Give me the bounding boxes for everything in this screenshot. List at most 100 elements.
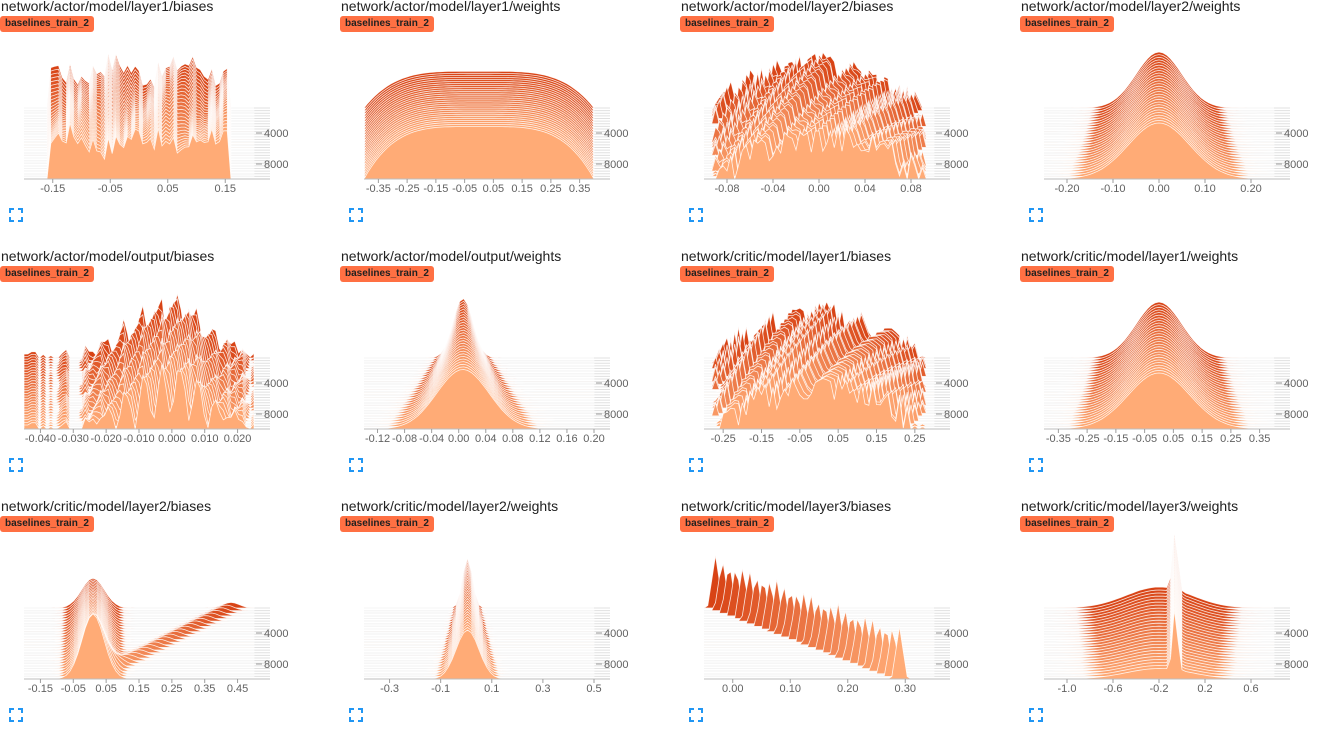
histogram-slices	[23, 293, 255, 431]
histogram-slice	[1043, 372, 1275, 430]
x-tick-label: 0.20	[837, 683, 858, 695]
histogram-slices	[1043, 534, 1275, 680]
run-badge: baselines_train_2	[0, 266, 94, 282]
x-tick-label: -0.08	[392, 433, 417, 445]
step-tick-label: 4000	[944, 378, 968, 390]
step-tick-label: 4000	[264, 128, 288, 140]
x-tick-label: -0.25	[1075, 433, 1100, 445]
histogram-slices	[1043, 301, 1275, 430]
histogram-slice	[704, 377, 934, 430]
histogram-card: network/critic/model/layer2/biases baseli…	[0, 498, 320, 740]
histogram-slice	[1043, 571, 1275, 646]
histogram-slices	[703, 300, 935, 430]
x-tick-label: 0.30	[895, 683, 916, 695]
histogram-card: network/actor/model/output/weights baseli…	[340, 248, 660, 490]
step-tick-label: 8000	[1284, 659, 1308, 671]
x-tick-label: 0.00	[448, 433, 469, 445]
step-tick-label: 8000	[264, 159, 288, 171]
fullscreen-icon	[1029, 208, 1043, 222]
x-tick-label: 0.20	[1240, 183, 1261, 195]
x-tick-label: -0.04	[419, 433, 444, 445]
x-tick-label: -1.0	[1058, 683, 1077, 695]
x-tick-label: 0.25	[1220, 433, 1241, 445]
expand-button[interactable]	[8, 707, 24, 723]
x-tick-label: -0.05	[1132, 433, 1157, 445]
histogram-slice	[363, 568, 595, 619]
step-tick-label: 8000	[944, 659, 968, 671]
histogram-slices	[23, 52, 255, 180]
expand-button[interactable]	[1028, 207, 1044, 223]
x-tick-label: -0.15	[423, 183, 448, 195]
histogram-slice	[363, 613, 595, 664]
histogram-slice	[363, 563, 595, 614]
histogram-slice	[1043, 566, 1275, 640]
chart-title: network/critic/model/layer1/biases	[681, 248, 892, 264]
x-tick-label: 0.05	[827, 433, 848, 445]
x-tick-label: -0.25	[711, 433, 736, 445]
histogram-slice	[1043, 594, 1275, 667]
step-tick-label: 4000	[1284, 378, 1308, 390]
histogram-chart: 4000 8000 -0.35 -0.25 -0.15 -0.05 0.05 0.15 0.25…	[363, 70, 628, 195]
x-tick-label: -0.15	[749, 433, 774, 445]
expand-button[interactable]	[688, 707, 704, 723]
x-tick-label: 0.15	[866, 433, 887, 445]
histogram-slice	[363, 560, 595, 612]
histogram-card: network/actor/model/layer2/weights baseli…	[1020, 0, 1323, 240]
expand-button[interactable]	[348, 707, 364, 723]
fullscreen-icon	[9, 708, 23, 722]
histogram-chart: 4000 8000 -0.15 -0.05 0.05 0.15 0.25 0.35 0.45	[23, 577, 288, 695]
histogram-chart: 4000 8000 0.00 0.10 0.20 0.30	[702, 555, 968, 695]
x-tick-label: -0.10	[1100, 183, 1125, 195]
histogram-slice	[704, 127, 934, 181]
histogram-slice	[1043, 573, 1275, 648]
histogram-slice	[1043, 582, 1275, 656]
step-tick-label: 8000	[944, 409, 968, 421]
expand-button[interactable]	[1028, 457, 1044, 473]
x-tick-label: -0.040	[25, 433, 56, 445]
expand-button[interactable]	[688, 457, 704, 473]
expand-button[interactable]	[688, 207, 704, 223]
expand-button[interactable]	[1028, 707, 1044, 723]
expand-button[interactable]	[8, 207, 24, 223]
expand-button[interactable]	[8, 457, 24, 473]
histogram-slices	[23, 577, 255, 680]
expand-button[interactable]	[348, 457, 364, 473]
step-tick-label: 8000	[1284, 409, 1308, 421]
x-tick-label: 0.04	[475, 433, 496, 445]
histogram-slice	[1043, 606, 1275, 677]
expand-button[interactable]	[348, 207, 364, 223]
histogram-slice	[23, 363, 255, 431]
fullscreen-icon	[689, 208, 703, 222]
histogram-slice	[1043, 568, 1275, 643]
chart-title: network/critic/model/layer2/weights	[341, 498, 559, 514]
run-badge: baselines_train_2	[680, 516, 774, 532]
step-tick-label: 4000	[604, 378, 628, 390]
histogram-card: network/critic/model/layer3/weights basel…	[1020, 498, 1323, 740]
histogram-slice	[24, 122, 254, 180]
run-badge: baselines_train_2	[680, 266, 774, 282]
step-tick-label: 8000	[604, 159, 628, 171]
x-tick-label: 0.5	[586, 683, 601, 695]
step-tick-label: 4000	[944, 628, 968, 640]
chart-title: network/actor/model/layer1/biases	[1, 0, 214, 14]
histogram-slice	[1043, 579, 1275, 654]
histogram-slice	[23, 613, 255, 675]
step-tick-label: 4000	[264, 378, 288, 390]
x-tick-label: -0.08	[714, 183, 739, 195]
histogram-slice	[1043, 591, 1275, 664]
x-tick-label: 0.00	[1148, 183, 1169, 195]
x-tick-label: 0.15	[215, 183, 236, 195]
histogram-card: network/critic/model/layer2/weights basel…	[340, 498, 660, 740]
histogram-slices	[1043, 51, 1275, 180]
x-tick-label: 0.08	[900, 183, 921, 195]
histogram-slices	[363, 70, 595, 180]
x-tick-label: 0.00	[722, 683, 743, 695]
histogram-chart: 4000 8000 -0.15 -0.05 0.05 0.15	[23, 52, 288, 195]
chart-title: network/critic/model/layer1/weights	[1021, 248, 1239, 264]
run-badge: baselines_train_2	[340, 266, 434, 282]
run-badge: baselines_train_2	[680, 16, 774, 32]
x-tick-label: -0.20	[1054, 183, 1079, 195]
histogram-slice	[1043, 603, 1275, 675]
run-badge: baselines_train_2	[1020, 266, 1114, 282]
step-tick-label: 8000	[604, 409, 628, 421]
